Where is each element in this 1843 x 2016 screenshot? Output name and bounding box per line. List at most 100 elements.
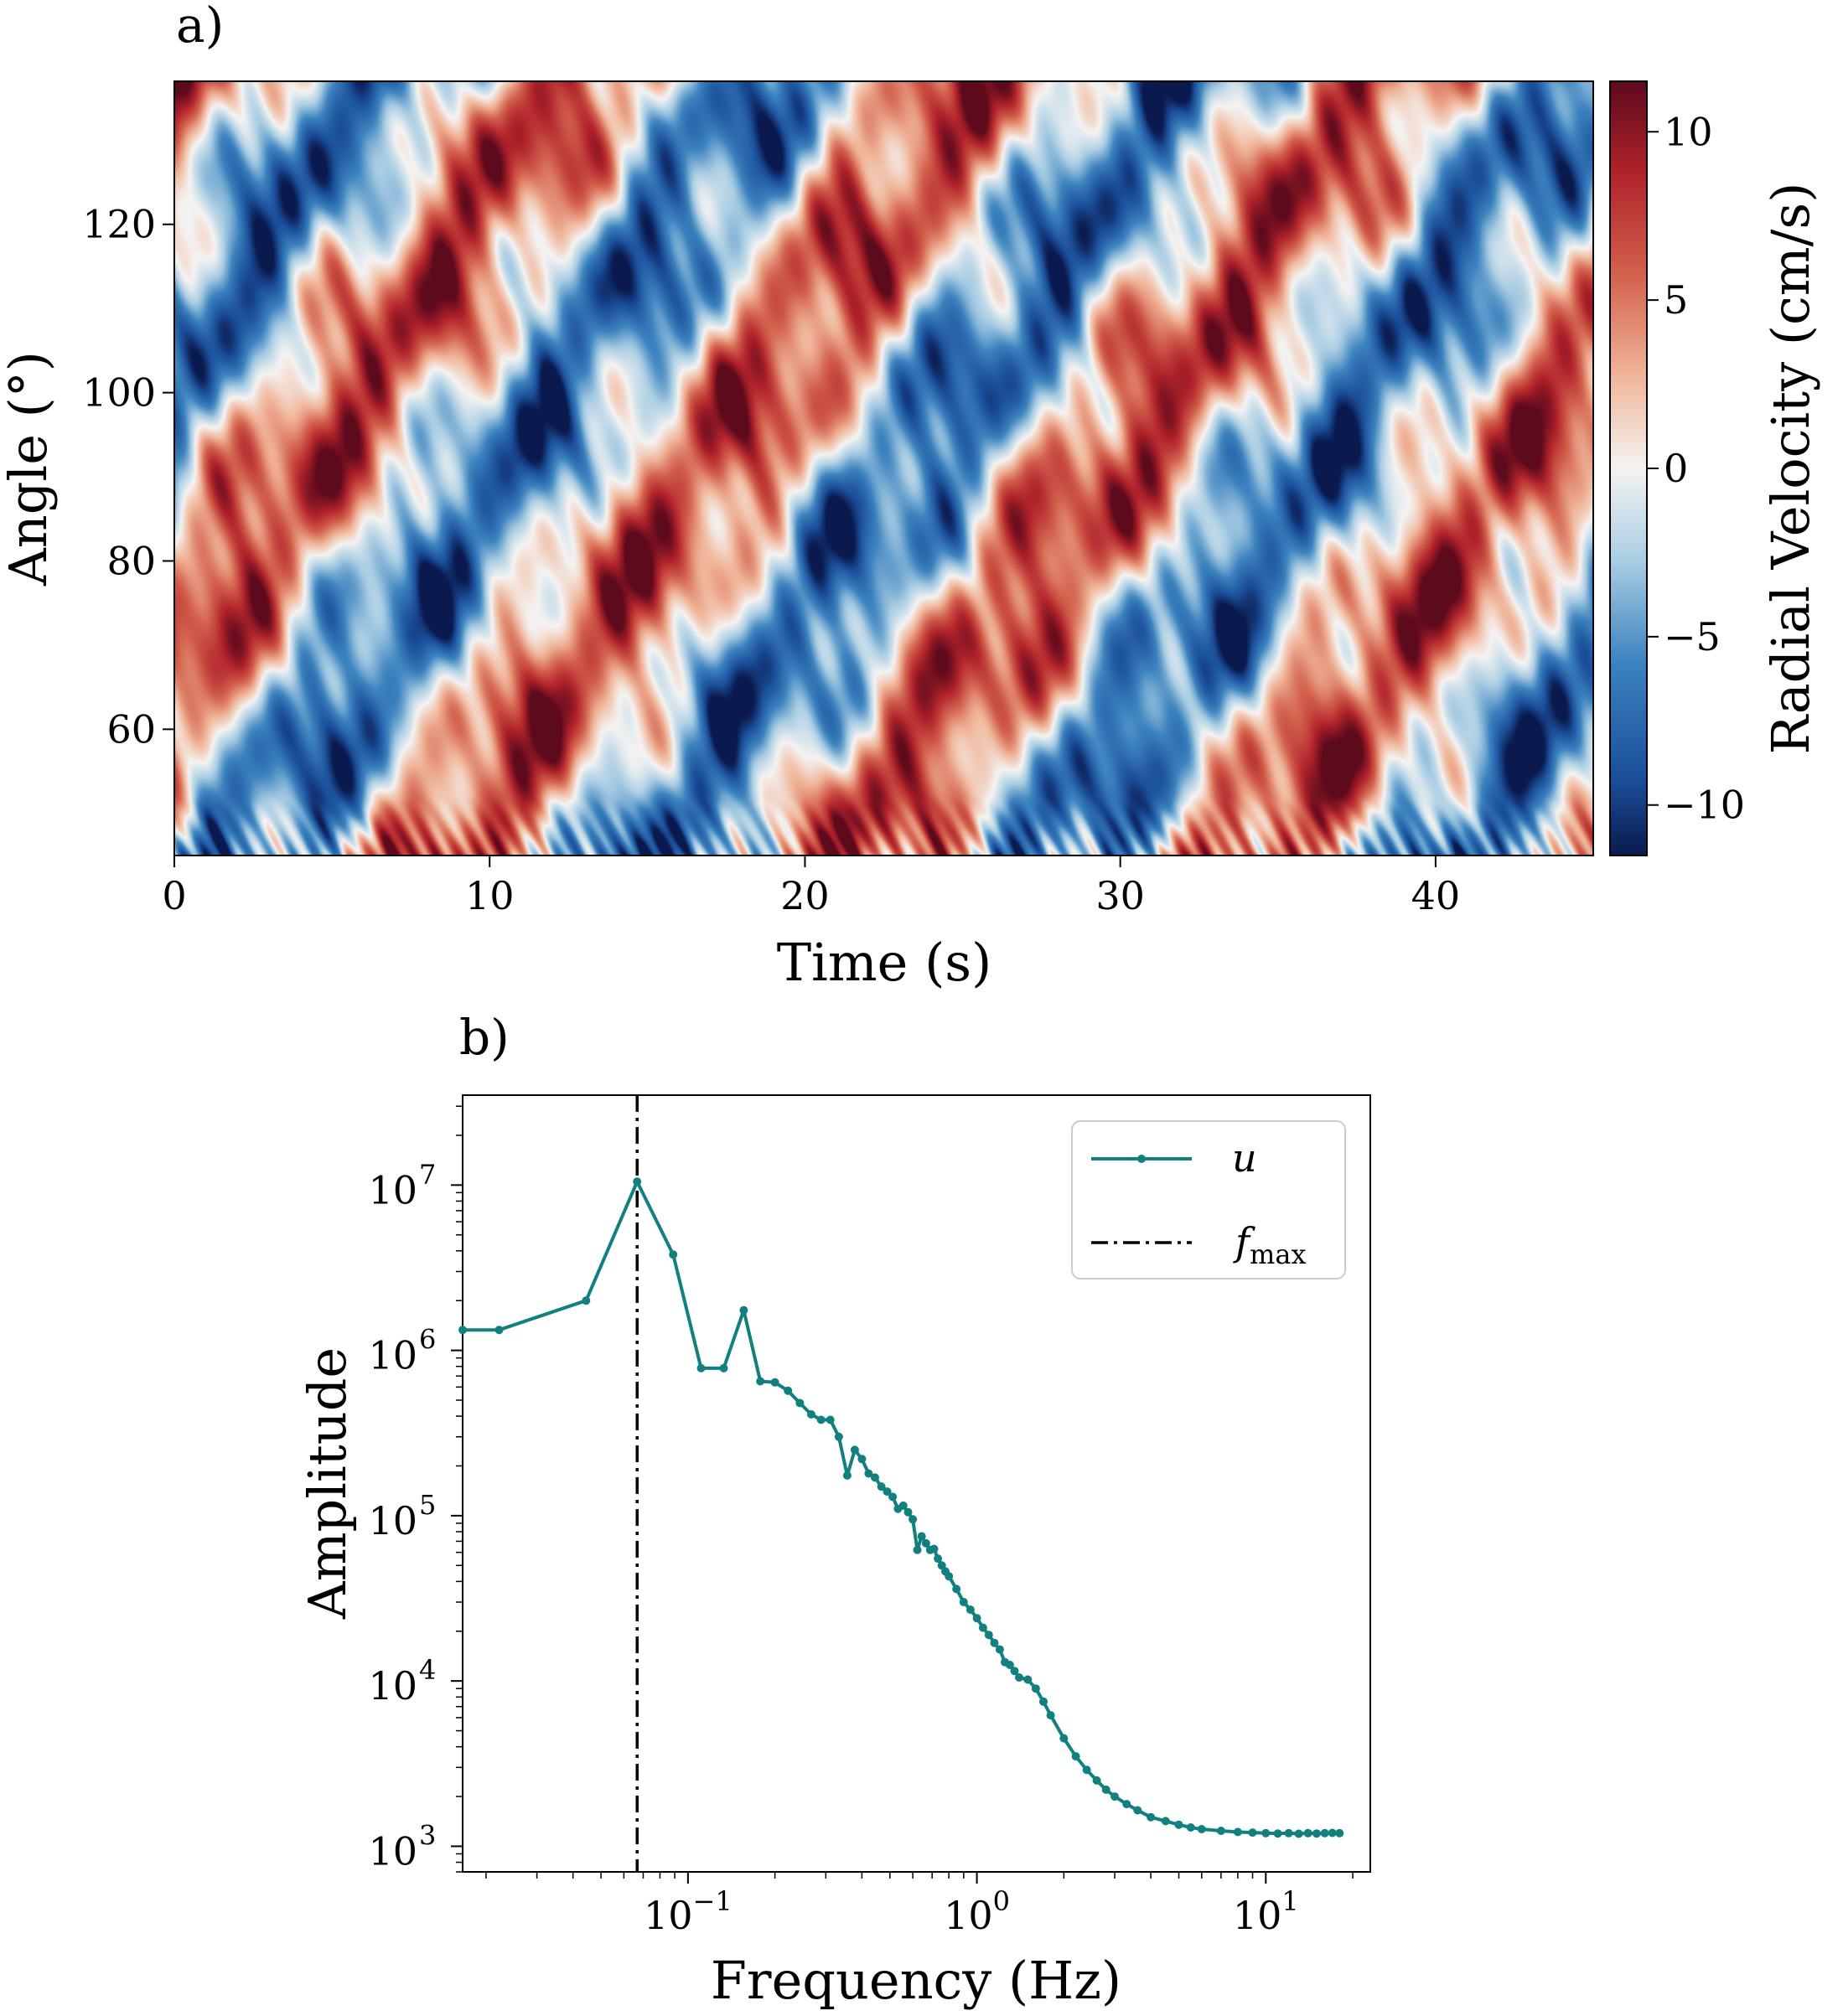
series-u-point xyxy=(756,1377,765,1386)
series-u-point xyxy=(806,1410,815,1419)
spectrum-y-tick-label: 10 xyxy=(368,1167,417,1212)
series-u-point xyxy=(978,1623,987,1632)
series-u-point xyxy=(1320,1828,1329,1838)
spectrum-x-label: Frequency (Hz) xyxy=(711,1950,1121,2011)
heatmap-x-axis: 0 10 20 30 40 xyxy=(162,856,1460,918)
series-u-point xyxy=(1335,1828,1344,1838)
heatmap-x-tick-label: 30 xyxy=(1095,873,1145,918)
series-u-point xyxy=(1328,1828,1337,1838)
series-u-point xyxy=(1031,1684,1040,1693)
spectrum-y-tick-label: 10 xyxy=(368,1498,417,1543)
spectrum-y-tick-exponent: 3 xyxy=(419,1819,436,1851)
spectrum-y-tick-exponent: 4 xyxy=(419,1654,436,1686)
series-u-point xyxy=(834,1432,843,1441)
series-u-point xyxy=(1101,1785,1110,1794)
series-u-point xyxy=(770,1378,779,1387)
series-u-point xyxy=(669,1250,678,1259)
series-u-point xyxy=(917,1532,926,1541)
series-u-point xyxy=(739,1305,748,1315)
legend: u fmax xyxy=(1071,1120,1346,1279)
heatmap-y-tick-label: 60 xyxy=(106,706,156,752)
colorbar-ticks: 10 5 0 −5 −10 xyxy=(1647,109,1745,828)
series-u-point xyxy=(1122,1800,1131,1809)
series-u-point xyxy=(1174,1820,1183,1829)
series-u-point xyxy=(1010,1667,1019,1676)
series-u-point xyxy=(959,1598,968,1606)
series-u-point xyxy=(582,1296,591,1305)
series-u-point xyxy=(719,1363,728,1372)
series-u-point xyxy=(1294,1829,1303,1838)
series-u-point xyxy=(842,1471,852,1480)
series-u-point xyxy=(945,1572,954,1581)
spectrum-x-tick-label: 100 xyxy=(944,1885,1010,1938)
heatmap-plot-area xyxy=(173,80,1594,856)
series-u-point xyxy=(696,1363,706,1372)
legend-u-marker xyxy=(1137,1155,1146,1163)
series-u-point xyxy=(952,1584,961,1594)
colorbar-tick-label: 0 xyxy=(1664,446,1688,491)
series-u-point xyxy=(1197,1825,1206,1833)
spectrum-x-tick-base: 10 xyxy=(644,1893,693,1938)
series-u-point xyxy=(1273,1829,1282,1838)
series-u-point xyxy=(966,1605,975,1615)
series-u-point xyxy=(1161,1817,1170,1826)
series-u-point xyxy=(1023,1675,1033,1684)
spectrum-y-label: Amplitude xyxy=(297,1347,358,1620)
series-u-point xyxy=(850,1445,859,1455)
series-u-point xyxy=(1312,1829,1321,1838)
spectrum-y-tick-label: 10 xyxy=(368,1663,417,1708)
series-u-point xyxy=(826,1415,835,1424)
series-u-point xyxy=(898,1501,908,1510)
series-u-point xyxy=(877,1482,886,1491)
spectrum-y-tick-exponent: 5 xyxy=(419,1489,436,1521)
series-u-point xyxy=(1303,1828,1312,1838)
spectrum-y-tick-exponent: 7 xyxy=(419,1158,436,1190)
spectrum-y-tick-label: 10 xyxy=(368,1828,417,1874)
series-u-point xyxy=(995,1645,1004,1654)
series-u-point xyxy=(888,1492,898,1502)
heatmap-y-tick-label: 120 xyxy=(82,202,156,247)
series-u-point xyxy=(913,1545,922,1554)
series-u-point xyxy=(1216,1827,1225,1835)
series-u-point xyxy=(934,1554,943,1564)
spectrum-x-tick-base: 10 xyxy=(1233,1893,1282,1938)
series-u-point xyxy=(929,1544,939,1553)
series-u-point xyxy=(1147,1812,1156,1822)
series-u-point xyxy=(903,1507,913,1517)
series-u-point xyxy=(1248,1828,1257,1838)
series-u-point xyxy=(1071,1752,1080,1761)
series-u-point xyxy=(1133,1806,1142,1815)
series-u-point xyxy=(1092,1776,1101,1785)
heatmap-y-tick-label: 100 xyxy=(82,370,156,416)
series-u-point xyxy=(857,1455,867,1464)
colorbar-tick-label: −5 xyxy=(1664,614,1721,659)
series-u-point xyxy=(1261,1828,1271,1838)
series-u-point xyxy=(1233,1827,1242,1837)
series-u-point xyxy=(972,1614,981,1623)
series-u-point xyxy=(864,1469,873,1478)
series-u-point xyxy=(1082,1765,1091,1775)
series-u-point xyxy=(883,1487,892,1496)
heatmap-y-label: Angle (°) xyxy=(0,351,59,587)
spectrum-x-tick-exponent: −1 xyxy=(693,1885,733,1917)
heatmap-y-tick-label: 80 xyxy=(106,538,156,583)
spectrum-y-tick-label: 10 xyxy=(368,1333,417,1378)
series-u-point xyxy=(1039,1697,1048,1706)
spectrum-x-axis: 10−1 100 101 xyxy=(485,1872,1354,1938)
spectrum-x-tick-base: 10 xyxy=(944,1893,993,1938)
radial-velocity-heatmap xyxy=(174,81,1593,856)
series-u-point xyxy=(494,1326,504,1335)
series-u-point xyxy=(990,1638,999,1647)
series-u-point xyxy=(1015,1673,1023,1682)
series-u-point xyxy=(1186,1823,1195,1832)
series-u-point xyxy=(816,1415,826,1424)
series-u-point xyxy=(871,1473,879,1482)
series-u-point xyxy=(1046,1711,1055,1720)
spectrum-x-tick-exponent: 1 xyxy=(1281,1885,1298,1917)
series-u-point xyxy=(1059,1734,1069,1743)
series-u-point xyxy=(984,1631,993,1640)
heatmap-x-tick-label: 20 xyxy=(780,873,830,918)
spectrum-plot-area xyxy=(458,1095,1344,1872)
